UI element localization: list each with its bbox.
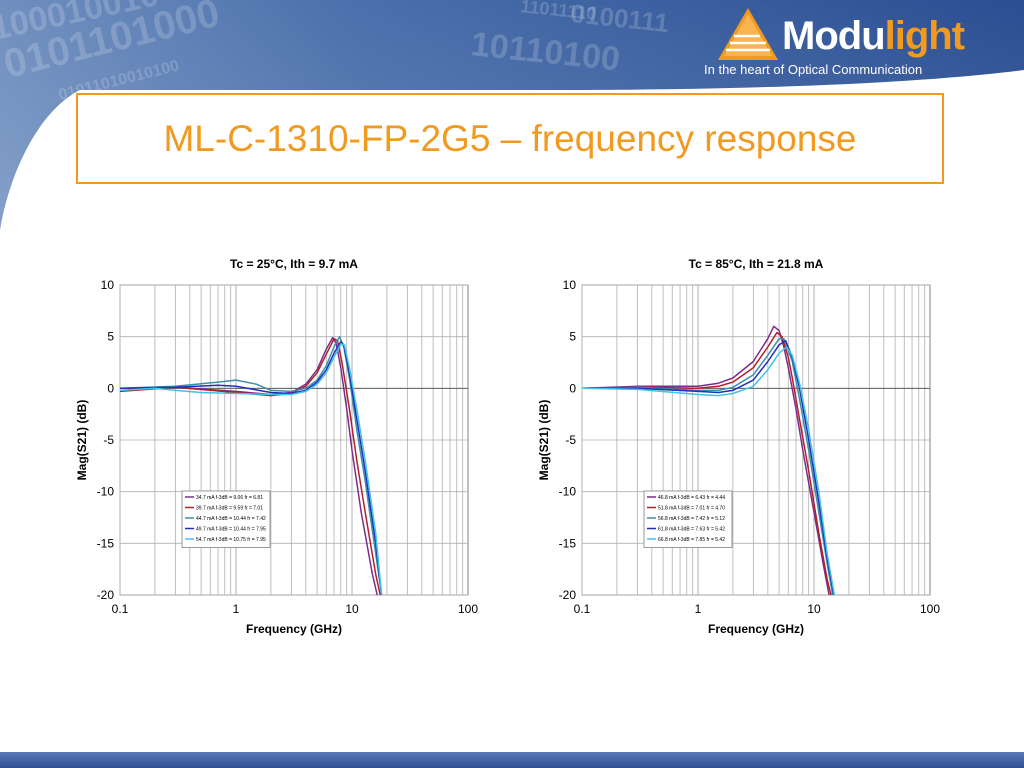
legend-entry: 39.7 mA f-3dB = 9.59 fr = 7.01: [196, 506, 263, 512]
legend-entry: 61.8 mA f-3dB = 7.63 fr = 5.42: [658, 527, 725, 533]
x-tick-label: 1: [695, 602, 702, 616]
series-line: [581, 331, 832, 596]
y-tick-label: -20: [97, 588, 115, 602]
chart-panel-25c: 10 5 0 -5 -10 -15 -20 0.1 1 10 100 Tc = 25°C, Ith =…: [70, 250, 490, 660]
chart-title: Tc = 25°C, Ith = 9.7 mA: [230, 257, 358, 271]
series-line: [119, 336, 378, 596]
legend-entry: 46.8 mA f-3dB = 6.43 fr = 4.44: [658, 495, 725, 501]
y-tick-label: 5: [569, 330, 576, 344]
y-tick-label: 0: [107, 381, 114, 395]
logo-word-light: light: [884, 14, 965, 58]
legend-entry: 66.8 mA f-3dB = 7.85 fr = 5.42: [658, 537, 725, 543]
chart-legend: 46.8 mA f-3dB = 6.43 fr = 4.44 51.8 mA f-…: [643, 490, 733, 548]
chart-title: Tc = 85°C, Ith = 21.8 mA: [689, 257, 824, 271]
frequency-response-chart-25c: 10 5 0 -5 -10 -15 -200.1 1 10 100 Tc = 25°C, Ith =…: [75, 257, 478, 636]
series-line: [119, 343, 383, 596]
series-line: [582, 340, 835, 596]
chart-legend: 34.7 mA f-3dB = 9.06 fr = 6.81 39.7 mA f-…: [181, 490, 271, 548]
logo-word-modu: Modu: [782, 14, 886, 58]
legend-entry: 44.7 mA f-3dB = 10.44 fr = 7.42: [196, 516, 266, 522]
series-line: [581, 346, 836, 596]
y-tick-label: 0: [569, 381, 576, 395]
legend-entry: 54.7 mA f-3dB = 10.75 fr = 7.95: [196, 537, 266, 543]
series-line: [119, 335, 383, 596]
chart-panel-85c: 10 5 0 -5 -10 -15 -20 0.1 1 10 100 Tc = 85°C, Ith =…: [532, 250, 952, 660]
slide-title: ML-C-1310-FP-2G5 – frequency response: [163, 117, 857, 159]
legend-entry: 56.8 mA f-3dB = 7.42 fr = 5.12: [658, 516, 725, 522]
watermark-digits: 11011110: [520, 0, 598, 24]
y-tick-label: -15: [97, 536, 115, 550]
x-axis-label: Frequency (GHz): [246, 622, 342, 636]
y-axis-label: Mag(S21) (dB): [537, 400, 551, 481]
x-tick-label: 0.1: [574, 602, 591, 616]
y-tick-label: -5: [565, 433, 576, 447]
legend-entry: 51.8 mA f-3dB = 7.01 fr = 4.70: [658, 506, 725, 512]
grid-lines: [119, 284, 468, 596]
legend-entry: 34.7 mA f-3dB = 9.06 fr = 6.81: [196, 495, 263, 501]
y-tick-label: -10: [97, 485, 115, 499]
x-tick-label: 0.1: [112, 602, 129, 616]
footer-bar: [0, 752, 1024, 768]
legend-entry: 49.7 mA f-3dB = 10.44 fr = 7.95: [196, 527, 266, 533]
legend-box: [643, 490, 733, 548]
y-tick-label: -20: [559, 588, 577, 602]
x-tick-label: 10: [807, 602, 821, 616]
series-line: [581, 337, 834, 596]
logo-wordmark: Modulight: [782, 12, 965, 60]
x-axis-label: Frequency (GHz): [708, 622, 804, 636]
grid-lines: [581, 284, 930, 596]
x-tick-label: 100: [920, 602, 940, 616]
logo-tagline: In the heart of Optical Communication: [704, 62, 923, 77]
x-tick-label: 10: [345, 602, 359, 616]
y-tick-label: 5: [107, 330, 114, 344]
y-tick-label: 10: [101, 278, 115, 292]
logo-pyramid-icon: [718, 8, 778, 60]
y-tick-label: 10: [563, 278, 577, 292]
series-line: [581, 325, 830, 596]
x-tick-label: 100: [458, 602, 478, 616]
x-tick-label: 1: [233, 602, 240, 616]
y-tick-label: -15: [559, 536, 577, 550]
series-line: [119, 341, 383, 596]
y-tick-label: -10: [559, 485, 577, 499]
title-box: ML-C-1310-FP-2G5 – frequency response: [76, 93, 944, 184]
company-logo: Modulight In the heart of Optical Commun…: [704, 6, 1016, 86]
y-axis-label: Mag(S21) (dB): [75, 400, 89, 481]
legend-box: [181, 490, 271, 548]
frequency-response-chart-85c: 10 5 0 -5 -10 -15 -200.1 1 10 100 Tc = 85°C, Ith =…: [537, 257, 940, 636]
y-tick-label: -5: [103, 433, 114, 447]
